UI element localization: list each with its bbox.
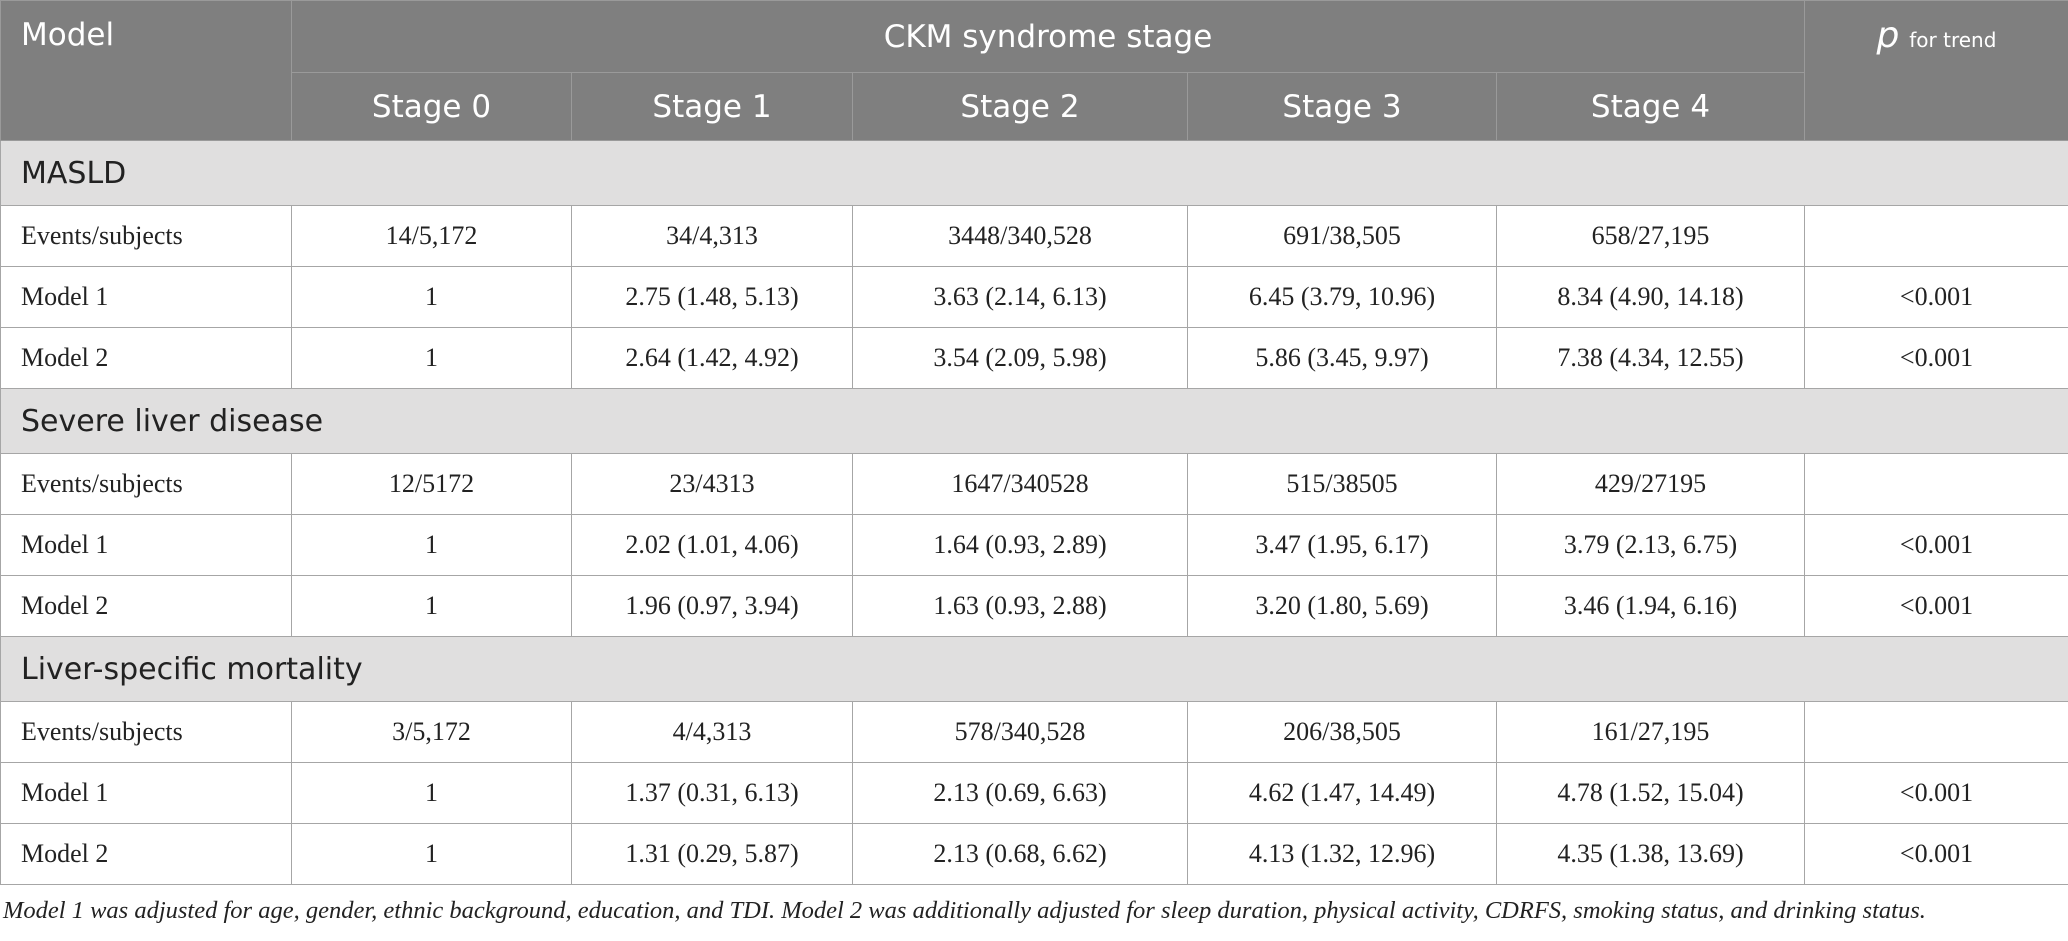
cell: 1.31 (0.29, 5.87) bbox=[571, 823, 853, 885]
p-header: p for trend bbox=[1804, 0, 2068, 141]
section-row: MASLD bbox=[0, 140, 2068, 206]
cell: 4.78 (1.52, 15.04) bbox=[1496, 762, 1805, 824]
cell: 4/4,313 bbox=[571, 701, 853, 763]
results-table: Model CKM syndrome stage p for trend Sta… bbox=[0, 0, 2068, 885]
cell: 14/5,172 bbox=[291, 205, 572, 267]
cell: 2.64 (1.42, 4.92) bbox=[571, 327, 853, 389]
section-title: Severe liver disease bbox=[0, 388, 2068, 454]
cell: 34/4,313 bbox=[571, 205, 853, 267]
stage-header: Stage 0 bbox=[291, 72, 572, 141]
cell: 12/5172 bbox=[291, 453, 572, 515]
cell: 1 bbox=[291, 327, 572, 389]
row-label: Events/subjects bbox=[0, 701, 292, 763]
row-label: Events/subjects bbox=[0, 205, 292, 267]
data-row: Events/subjects 12/5172 23/4313 1647/340528… bbox=[0, 453, 2068, 515]
row-label: Model 1 bbox=[0, 514, 292, 576]
cell: 206/38,505 bbox=[1187, 701, 1497, 763]
cell: 4.35 (1.38, 13.69) bbox=[1496, 823, 1805, 885]
cell: 4.13 (1.32, 12.96) bbox=[1187, 823, 1497, 885]
table-header: Model CKM syndrome stage p for trend Sta… bbox=[0, 0, 2068, 141]
cell: 3.63 (2.14, 6.13) bbox=[852, 266, 1188, 328]
cell: 3448/340,528 bbox=[852, 205, 1188, 267]
cell: 429/27195 bbox=[1496, 453, 1805, 515]
data-row: Model 2 1 1.31 (0.29, 5.87) 2.13 (0.68, 6.6… bbox=[0, 823, 2068, 885]
cell: <0.001 bbox=[1804, 327, 2068, 389]
table-body: MASLD Events/subjects 14/5,172 34/4,313 3448… bbox=[0, 140, 2068, 885]
cell: 3.46 (1.94, 6.16) bbox=[1496, 575, 1805, 637]
data-row: Model 2 1 2.64 (1.42, 4.92) 3.54 (2.09, 5.9… bbox=[0, 327, 2068, 389]
cell: 1 bbox=[291, 575, 572, 637]
section-title: Liver-specific mortality bbox=[0, 636, 2068, 702]
data-row: Model 1 1 1.37 (0.31, 6.13) 2.13 (0.69, 6.6… bbox=[0, 762, 2068, 824]
stage-header: Stage 2 bbox=[852, 72, 1188, 141]
cell: 1.96 (0.97, 3.94) bbox=[571, 575, 853, 637]
cell: 1 bbox=[291, 266, 572, 328]
cell: 515/38505 bbox=[1187, 453, 1497, 515]
cell: 4.62 (1.47, 14.49) bbox=[1187, 762, 1497, 824]
row-label: Events/subjects bbox=[0, 453, 292, 515]
cell: 1 bbox=[291, 514, 572, 576]
cell: <0.001 bbox=[1804, 266, 2068, 328]
cell: 1.63 (0.93, 2.88) bbox=[852, 575, 1188, 637]
cell: 1 bbox=[291, 762, 572, 824]
cell: 1.64 (0.93, 2.89) bbox=[852, 514, 1188, 576]
cell: 2.13 (0.68, 6.62) bbox=[852, 823, 1188, 885]
data-row: Model 2 1 1.96 (0.97, 3.94) 1.63 (0.93, 2.8… bbox=[0, 575, 2068, 637]
cell: 658/27,195 bbox=[1496, 205, 1805, 267]
data-row: Model 1 1 2.02 (1.01, 4.06) 1.64 (0.93, 2.8… bbox=[0, 514, 2068, 576]
data-row: Events/subjects 14/5,172 34/4,313 3448/340,… bbox=[0, 205, 2068, 267]
cell: 1.37 (0.31, 6.13) bbox=[571, 762, 853, 824]
cell bbox=[1804, 701, 2068, 763]
cell: <0.001 bbox=[1804, 575, 2068, 637]
footnote: Model 1 was adjusted for age, gender, et… bbox=[3, 897, 1926, 924]
cell: 3.47 (1.95, 6.17) bbox=[1187, 514, 1497, 576]
cell: 2.13 (0.69, 6.63) bbox=[852, 762, 1188, 824]
cell: 3.54 (2.09, 5.98) bbox=[852, 327, 1188, 389]
cell: 7.38 (4.34, 12.55) bbox=[1496, 327, 1805, 389]
section-title: MASLD bbox=[0, 140, 2068, 206]
cell bbox=[1804, 205, 2068, 267]
cell: <0.001 bbox=[1804, 823, 2068, 885]
data-row: Events/subjects 3/5,172 4/4,313 578/340,528… bbox=[0, 701, 2068, 763]
cell: 3.20 (1.80, 5.69) bbox=[1187, 575, 1497, 637]
stage-header: Stage 1 bbox=[571, 72, 853, 141]
cell: 6.45 (3.79, 10.96) bbox=[1187, 266, 1497, 328]
row-label: Model 1 bbox=[0, 266, 292, 328]
section-row: Liver-specific mortality bbox=[0, 636, 2068, 702]
p-symbol: p bbox=[1876, 15, 1900, 56]
cell: 2.75 (1.48, 5.13) bbox=[571, 266, 853, 328]
cell: 1 bbox=[291, 823, 572, 885]
p-suffix: for trend bbox=[1909, 28, 1997, 52]
stage-row: Stage 0 Stage 1 Stage 2 Stage 3 Stage 4 bbox=[1, 72, 2068, 141]
cell: 691/38,505 bbox=[1187, 205, 1497, 267]
cell: <0.001 bbox=[1804, 514, 2068, 576]
cell bbox=[1804, 453, 2068, 515]
stage-header: Stage 3 bbox=[1187, 72, 1497, 141]
cell: 1647/340528 bbox=[852, 453, 1188, 515]
group-header: CKM syndrome stage bbox=[291, 0, 1805, 73]
data-row: Model 1 1 2.75 (1.48, 5.13) 3.63 (2.14, 6.1… bbox=[0, 266, 2068, 328]
row-label: Model 1 bbox=[0, 762, 292, 824]
stage-header: Stage 4 bbox=[1496, 72, 1805, 141]
row-label: Model 2 bbox=[0, 575, 292, 637]
header-row: Model CKM syndrome stage p for trend bbox=[0, 0, 2068, 141]
cell: 3/5,172 bbox=[291, 701, 572, 763]
row-label: Model 2 bbox=[0, 327, 292, 389]
cell: 23/4313 bbox=[571, 453, 853, 515]
row-label: Model 2 bbox=[0, 823, 292, 885]
cell: 161/27,195 bbox=[1496, 701, 1805, 763]
section-row: Severe liver disease bbox=[0, 388, 2068, 454]
cell: 5.86 (3.45, 9.97) bbox=[1187, 327, 1497, 389]
model-header: Model bbox=[0, 0, 292, 141]
cell: 8.34 (4.90, 14.18) bbox=[1496, 266, 1805, 328]
cell: 2.02 (1.01, 4.06) bbox=[571, 514, 853, 576]
cell: 578/340,528 bbox=[852, 701, 1188, 763]
cell: 3.79 (2.13, 6.75) bbox=[1496, 514, 1805, 576]
cell: <0.001 bbox=[1804, 762, 2068, 824]
